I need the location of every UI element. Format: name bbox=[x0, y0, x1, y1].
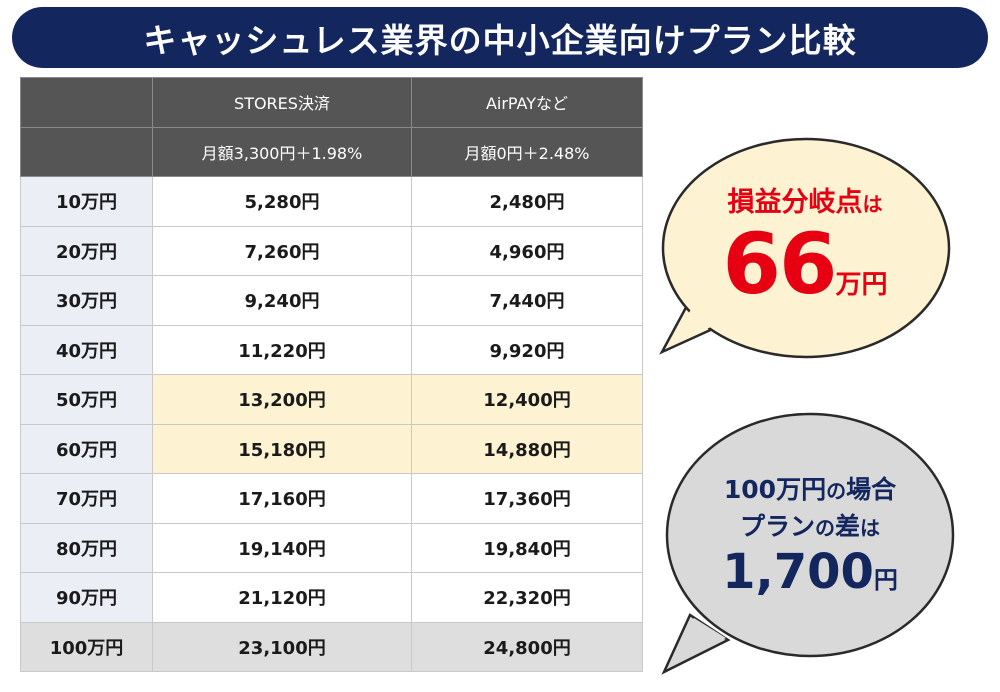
cell-stores: 5,280円 bbox=[152, 176, 412, 227]
cell-airpay: 9,920円 bbox=[411, 324, 643, 375]
breakeven-value-line: 66万円 bbox=[690, 215, 920, 313]
row-label: 60万円 bbox=[20, 423, 153, 474]
difference-particle-wa: は bbox=[860, 516, 881, 540]
difference-value-line: 1,700円 bbox=[690, 544, 930, 600]
table-row: 70万円 17,160円 17,360円 bbox=[20, 473, 643, 524]
cell-airpay: 12,400円 bbox=[411, 374, 643, 425]
cell-stores: 23,100円 bbox=[152, 621, 412, 672]
difference-plan-text: プラン bbox=[739, 512, 815, 541]
header-blank-cell bbox=[20, 77, 153, 128]
difference-unit: 円 bbox=[873, 566, 898, 594]
title-banner: キャッシュレス業界の中小企業向けプラン比較 bbox=[12, 7, 988, 68]
cell-airpay: 22,320円 bbox=[411, 572, 643, 623]
subheader-airpay-fee: 月額0円＋2.48% bbox=[411, 126, 643, 177]
cell-stores: 13,200円 bbox=[152, 374, 412, 425]
difference-case-text: 場合 bbox=[846, 475, 897, 504]
page-title: キャッシュレス業界の中小企業向けプラン比較 bbox=[143, 20, 857, 60]
breakeven-unit: 万円 bbox=[835, 270, 888, 300]
row-label: 80万円 bbox=[20, 522, 153, 573]
row-label: 50万円 bbox=[20, 374, 153, 425]
difference-amount-text: 100万円 bbox=[723, 475, 827, 504]
cell-airpay: 17,360円 bbox=[411, 473, 643, 524]
subheader-stores-fee: 月額3,300円＋1.98% bbox=[152, 126, 412, 177]
breakeven-particle: は bbox=[862, 192, 883, 216]
difference-particle-no: の bbox=[826, 479, 847, 503]
breakeven-value: 66 bbox=[722, 215, 838, 313]
cell-stores: 11,220円 bbox=[152, 324, 412, 375]
difference-callout: 100万円の場合 プランの差は 1,700円 bbox=[690, 472, 930, 600]
subheader-blank-cell bbox=[20, 126, 153, 177]
table-row: 20万円 7,260円 4,960円 bbox=[20, 225, 643, 276]
comparison-table: STORES決済 AirPAYなど 月額3,300円＋1.98% 月額0円＋2.… bbox=[20, 77, 643, 672]
breakeven-callout: 損益分岐点は 66万円 bbox=[690, 180, 920, 313]
table-subheader-row: 月額3,300円＋1.98% 月額0円＋2.48% bbox=[20, 126, 643, 177]
row-label: 70万円 bbox=[20, 473, 153, 524]
cell-airpay: 4,960円 bbox=[411, 225, 643, 276]
row-label: 90万円 bbox=[20, 572, 153, 623]
cell-stores: 15,180円 bbox=[152, 423, 412, 474]
cell-airpay: 19,840円 bbox=[411, 522, 643, 573]
table-row: 90万円 21,120円 22,320円 bbox=[20, 572, 643, 623]
breakeven-label-line: 損益分岐点は bbox=[690, 180, 920, 219]
difference-value: 1,700 bbox=[722, 544, 874, 600]
table-header-row: STORES決済 AirPAYなど bbox=[20, 77, 643, 128]
table-row: 50万円 13,200円 12,400円 bbox=[20, 374, 643, 425]
cell-airpay: 24,800円 bbox=[411, 621, 643, 672]
cell-airpay: 14,880円 bbox=[411, 423, 643, 474]
cell-stores: 19,140円 bbox=[152, 522, 412, 573]
cell-stores: 21,120円 bbox=[152, 572, 412, 623]
cell-airpay: 7,440円 bbox=[411, 275, 643, 326]
difference-particle-no2: の bbox=[815, 516, 835, 540]
difference-bubble-shape bbox=[661, 412, 955, 675]
table-row: 30万円 9,240円 7,440円 bbox=[20, 275, 643, 326]
table-row: 40万円 11,220円 9,920円 bbox=[20, 324, 643, 375]
table-row: 80万円 19,140円 19,840円 bbox=[20, 522, 643, 573]
row-label: 20万円 bbox=[20, 225, 153, 276]
row-label: 100万円 bbox=[20, 621, 153, 672]
difference-line1: 100万円の場合 bbox=[690, 472, 930, 509]
difference-diff-text: 差 bbox=[835, 512, 861, 541]
breakeven-label: 損益分岐点 bbox=[727, 187, 863, 218]
difference-line2: プランの差は bbox=[690, 509, 930, 546]
cell-stores: 17,160円 bbox=[152, 473, 412, 524]
table-row: 60万円 15,180円 14,880円 bbox=[20, 423, 643, 474]
row-label: 30万円 bbox=[20, 275, 153, 326]
table-row: 100万円 23,100円 24,800円 bbox=[20, 621, 643, 672]
table-row: 10万円 5,280円 2,480円 bbox=[20, 176, 643, 227]
header-stores: STORES決済 bbox=[152, 77, 412, 128]
breakeven-bubble-shape bbox=[659, 137, 951, 359]
header-airpay: AirPAYなど bbox=[411, 77, 643, 128]
